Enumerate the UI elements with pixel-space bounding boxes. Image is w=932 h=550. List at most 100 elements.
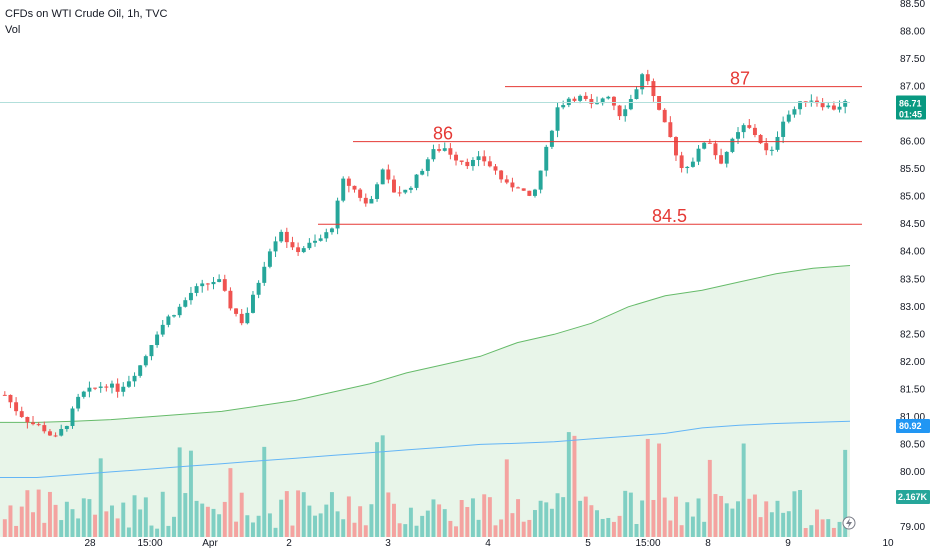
candle-body	[329, 228, 334, 233]
candle-body	[769, 149, 774, 151]
volume-bar	[713, 494, 718, 537]
candle-body	[14, 402, 19, 412]
candle-body	[487, 161, 492, 167]
candle-body	[837, 106, 842, 110]
candle-body	[425, 159, 430, 171]
volume-bar	[414, 525, 419, 537]
candle-body	[679, 155, 684, 169]
candle-body	[420, 170, 425, 175]
candle-body	[600, 98, 605, 104]
candle-body	[815, 100, 819, 104]
candle-body	[595, 103, 599, 105]
volume-bar	[815, 509, 819, 537]
candle-body	[843, 101, 848, 107]
candle-body	[64, 425, 69, 430]
volume-bar	[544, 502, 549, 537]
candle-body	[188, 292, 193, 301]
volume-bar	[476, 519, 481, 537]
volume-bar	[70, 509, 75, 537]
volume-bar	[459, 500, 464, 537]
candle-body	[482, 156, 487, 162]
volume-bar	[679, 525, 684, 537]
volume-bar	[837, 521, 842, 537]
candle-body	[31, 422, 35, 425]
candle-body	[251, 294, 255, 313]
volume-bar	[487, 497, 492, 537]
volume-bar	[8, 505, 13, 537]
candle-body	[262, 266, 267, 283]
candle-body	[110, 383, 114, 388]
volume-bar	[662, 497, 667, 537]
candle-body	[346, 178, 351, 186]
chart-legend: CFDs on WTI Crude Oil, 1h, TVC Vol	[5, 6, 167, 38]
volume-bar	[499, 519, 504, 537]
volume-bar	[437, 504, 442, 537]
volume-bar	[172, 516, 176, 537]
volume-bar	[126, 527, 131, 537]
candle-body	[352, 185, 357, 190]
y-tick-label: 86.00	[900, 137, 925, 148]
candle-body	[126, 381, 131, 387]
candle-body	[324, 232, 329, 239]
x-tick-label: 8	[705, 538, 711, 549]
volume-bar	[831, 527, 836, 537]
volume-bar	[19, 506, 24, 537]
candle-body	[70, 408, 75, 426]
volume-bar	[307, 505, 312, 537]
volume-bar	[217, 514, 222, 537]
candle-body	[358, 189, 363, 198]
price-axis[interactable]: 79.0079.5080.0080.5081.0081.5082.0082.50…	[900, 0, 925, 533]
volume-bar	[769, 512, 774, 537]
volume-bar	[346, 496, 351, 537]
candle-body	[662, 109, 667, 123]
candle-body	[696, 148, 701, 162]
volume-bar	[482, 494, 487, 537]
candle-body	[363, 197, 368, 204]
volume-bar	[104, 511, 109, 537]
volume-bar	[121, 502, 126, 537]
candle-body	[205, 283, 210, 285]
lightning-icon[interactable]	[842, 516, 856, 530]
candle-body	[617, 105, 622, 117]
volume-bar	[595, 510, 599, 537]
volume-bar	[194, 500, 199, 537]
volume-bar	[262, 446, 267, 537]
candle-body	[628, 99, 633, 110]
candle-body	[431, 149, 436, 160]
volume-bars	[2, 432, 848, 537]
x-tick-label: 9	[785, 538, 791, 549]
area-line	[0, 265, 851, 423]
volume-bar	[566, 432, 571, 537]
candle-body	[826, 105, 831, 108]
candle-body	[668, 122, 673, 138]
candle-body	[132, 375, 137, 382]
vol-badge	[896, 490, 930, 504]
x-tick-label: 15:00	[137, 538, 162, 549]
volume-bar	[115, 518, 120, 537]
time-axis[interactable]: 28 15:00 Apr 2 3 4 5 15:00 8 9 10	[84, 538, 894, 549]
volume-bar	[329, 492, 334, 537]
volume-bar	[284, 491, 289, 537]
candle-body	[493, 166, 498, 171]
candle-body	[392, 179, 396, 193]
volume-bar	[752, 494, 757, 537]
y-tick-label: 85.00	[900, 192, 925, 203]
candle-body	[566, 98, 571, 106]
y-tick-label: 81.50	[900, 384, 925, 395]
vol-label: Vol	[5, 24, 21, 36]
candle-body	[172, 315, 176, 317]
candle-body	[386, 169, 391, 180]
volume-bar	[470, 498, 475, 537]
volume-bar	[820, 519, 825, 537]
candle-body	[25, 416, 30, 423]
candle-body	[724, 151, 729, 164]
x-tick-label: 3	[385, 538, 391, 549]
volume-bar	[493, 525, 498, 537]
candle-body	[138, 365, 143, 376]
candle-body	[685, 166, 690, 169]
y-tick-label: 84.50	[900, 219, 925, 230]
candle-body	[121, 386, 126, 392]
y-tick-label: 84.00	[900, 247, 925, 258]
x-tick-label: 2	[286, 538, 292, 549]
